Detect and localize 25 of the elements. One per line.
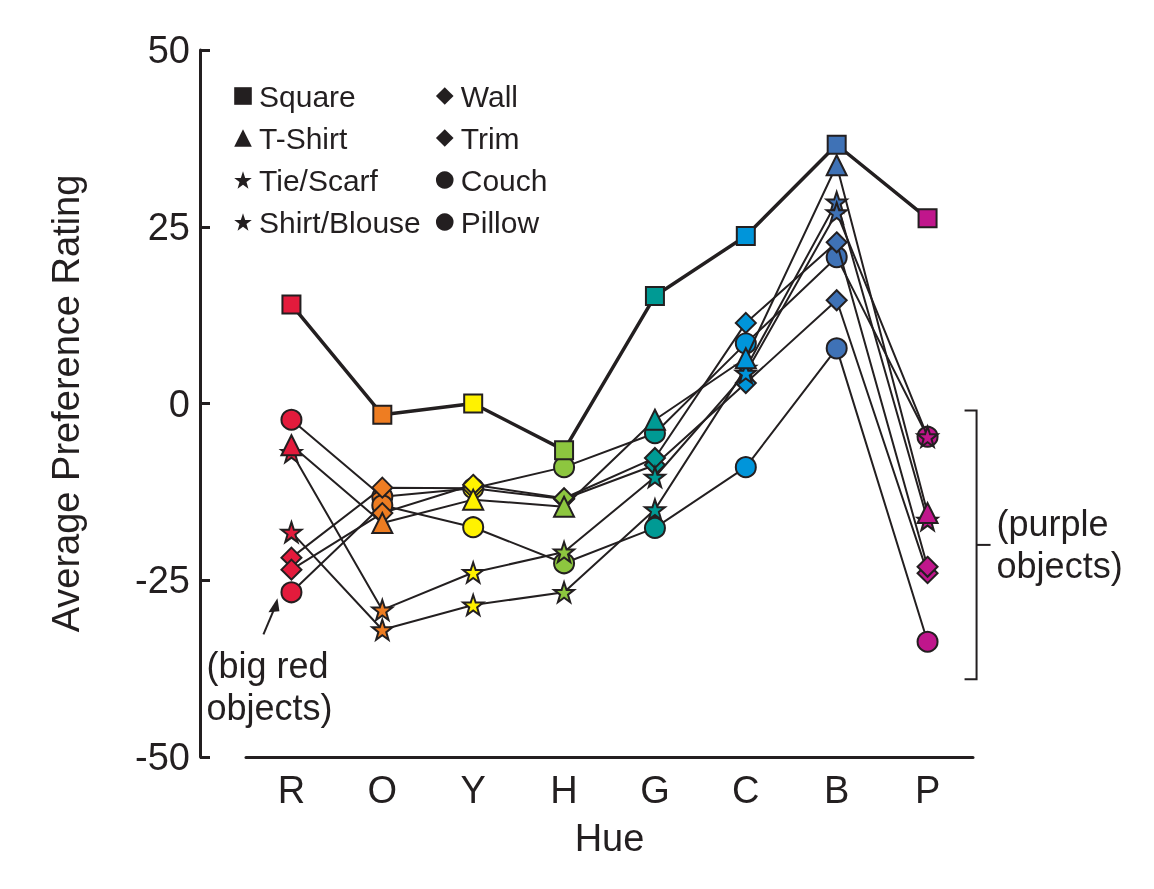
x-tick-label: P	[914, 769, 941, 811]
y-tick-label: -25	[135, 559, 190, 602]
legend-label: Tie/Scarf	[259, 163, 379, 197]
y-tick-label: -50	[135, 736, 190, 778]
legend-label: Couch	[460, 163, 548, 197]
x-tick-label: G	[640, 769, 670, 811]
legend-label: Pillow	[460, 205, 540, 239]
x-axis-title: Hue	[574, 817, 645, 859]
legend-label: Shirt/Blouse	[259, 205, 421, 239]
legend-label: Square	[259, 79, 356, 113]
x-tick-label: C	[732, 769, 760, 811]
y-tick-label: 25	[147, 205, 190, 248]
text: (purple objects)	[996, 503, 1123, 587]
x-tick-label: O	[367, 769, 398, 811]
legend-label: Trim	[460, 121, 520, 155]
x-tick-label: H	[550, 769, 578, 811]
y-tick-label: 50	[147, 29, 190, 71]
legend-label: T-Shirt	[259, 121, 349, 155]
y-tick-label: 0	[168, 382, 190, 425]
x-tick-label: B	[824, 769, 850, 811]
x-tick-label: Y	[460, 769, 486, 811]
annotation: (big red objects)	[206, 644, 339, 728]
legend-label: Wall	[460, 79, 518, 113]
x-tick-label: R	[277, 769, 306, 811]
y-axis-title: Average Preference Rating	[45, 174, 87, 633]
